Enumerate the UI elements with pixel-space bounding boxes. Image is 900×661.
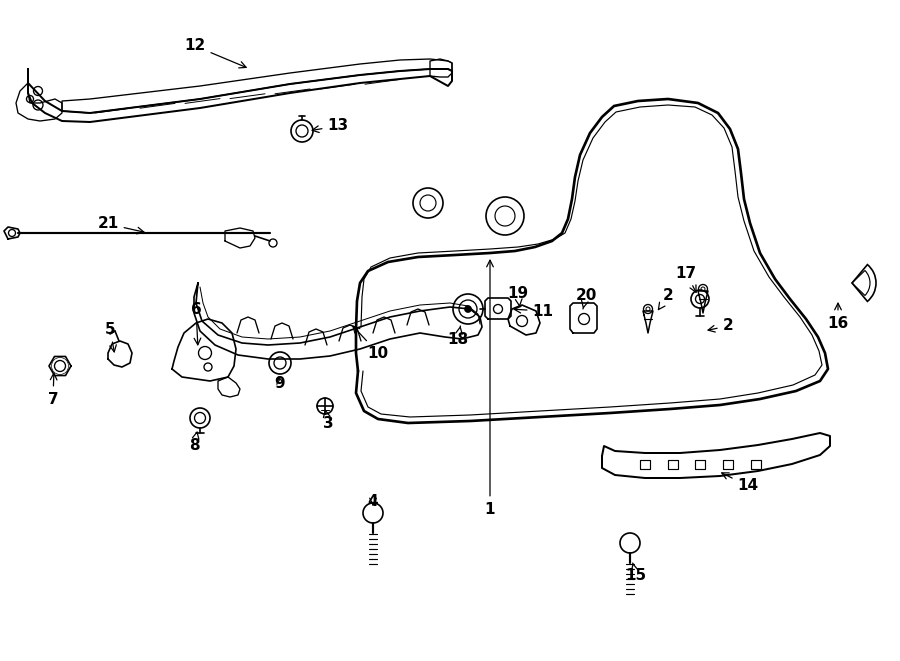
Text: 21: 21	[97, 217, 144, 234]
Circle shape	[691, 290, 709, 308]
Text: 15: 15	[626, 563, 646, 584]
Text: 11: 11	[514, 303, 554, 319]
Text: 7: 7	[48, 373, 58, 407]
Text: 6: 6	[191, 301, 202, 345]
Circle shape	[190, 408, 210, 428]
Text: 13: 13	[312, 118, 348, 134]
Circle shape	[620, 533, 640, 553]
Circle shape	[453, 294, 483, 324]
Text: 18: 18	[447, 326, 469, 346]
Circle shape	[363, 503, 383, 523]
Text: 16: 16	[827, 303, 849, 330]
Circle shape	[698, 284, 707, 293]
Text: 2: 2	[659, 288, 673, 309]
Wedge shape	[852, 264, 876, 301]
Text: 19: 19	[508, 286, 528, 306]
Circle shape	[644, 305, 652, 313]
Circle shape	[413, 188, 443, 218]
Text: 1: 1	[485, 260, 495, 516]
Text: 9: 9	[274, 375, 285, 391]
Circle shape	[317, 398, 333, 414]
Circle shape	[486, 197, 524, 235]
Text: 2: 2	[708, 319, 734, 334]
Text: 4: 4	[368, 494, 378, 508]
Circle shape	[464, 305, 472, 313]
Text: 8: 8	[189, 432, 199, 453]
Text: 5: 5	[104, 321, 116, 352]
Text: 12: 12	[184, 38, 246, 68]
Text: 17: 17	[675, 266, 697, 292]
Text: 14: 14	[722, 473, 759, 494]
Text: 20: 20	[575, 288, 597, 309]
Text: 3: 3	[323, 410, 333, 430]
Text: 10: 10	[353, 326, 389, 360]
Circle shape	[291, 120, 313, 142]
Circle shape	[269, 352, 291, 374]
